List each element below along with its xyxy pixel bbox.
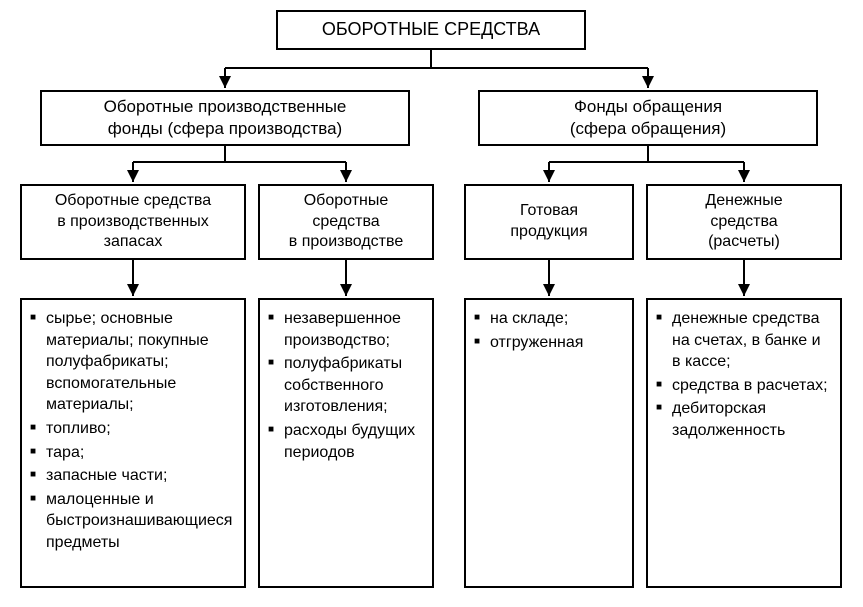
node-circ: Фонды обращения (сфера обращения) (478, 90, 818, 146)
node-stocks-l3: запасах (55, 232, 211, 253)
node-inprod: Оборотные средства в производстве (258, 184, 434, 260)
list-item: денежные средства на счетах, в банке и в… (656, 308, 830, 373)
node-stocks: Оборотные средства в производственных за… (20, 184, 246, 260)
root-label: ОБОРОТНЫЕ СРЕДСТВА (322, 18, 540, 41)
list-goods: на складе;отгруженная (464, 298, 634, 588)
list-stocks: сырье; основные материалы; покуп­ные пол… (20, 298, 246, 588)
list-money-ul: денежные средства на счетах, в банке и в… (656, 308, 830, 442)
node-money-l2: средства (705, 212, 782, 233)
list-item: на складе; (474, 308, 622, 330)
node-inprod-l2: средства (289, 212, 403, 233)
list-inprod: незавершенное производство;полуфабрикаты… (258, 298, 434, 588)
node-inprod-l1: Оборотные (289, 191, 403, 212)
list-item: тара; (30, 442, 234, 464)
node-money: Денежные средства (расчеты) (646, 184, 842, 260)
list-item: сырье; основные материалы; покуп­ные пол… (30, 308, 234, 416)
list-item: топливо; (30, 418, 234, 440)
list-item: запасные части; (30, 465, 234, 487)
diagram-root: ОБОРОТНЫЕ СРЕДСТВА Оборотные производств… (10, 10, 853, 597)
node-goods-l1: Готовая (510, 201, 587, 222)
node-goods: Готовая продукция (464, 184, 634, 260)
list-money: денежные средства на счетах, в банке и в… (646, 298, 842, 588)
list-item: незавершенное производство; (268, 308, 422, 351)
node-prod-line1: Оборотные производственные (104, 96, 347, 118)
list-goods-ul: на складе;отгруженная (474, 308, 622, 353)
list-item: дебиторская задолжен­ность (656, 398, 830, 441)
list-item: малоценные и быстроизнаши­вающиеся предм… (30, 489, 234, 554)
node-prod-line2: фонды (сфера производства) (104, 118, 347, 140)
list-item: полуфабрикаты собственного изготовления; (268, 353, 422, 418)
list-stocks-ul: сырье; основные материалы; покуп­ные пол… (30, 308, 234, 554)
node-prod: Оборотные производственные фонды (сфера … (40, 90, 410, 146)
node-inprod-l3: в производстве (289, 232, 403, 253)
node-circ-line1: Фонды обращения (570, 96, 726, 118)
list-item: средства в расчетах; (656, 375, 830, 397)
root-box: ОБОРОТНЫЕ СРЕДСТВА (276, 10, 586, 50)
node-circ-line2: (сфера обращения) (570, 118, 726, 140)
node-money-l3: (расчеты) (705, 232, 782, 253)
node-stocks-l2: в производственных (55, 212, 211, 233)
node-money-l1: Денежные (705, 191, 782, 212)
list-item: расходы будущих периодов (268, 420, 422, 463)
list-item: отгруженная (474, 332, 622, 354)
list-inprod-ul: незавершенное производство;полуфабрикаты… (268, 308, 422, 463)
node-goods-l2: продукция (510, 222, 587, 243)
node-stocks-l1: Оборотные средства (55, 191, 211, 212)
